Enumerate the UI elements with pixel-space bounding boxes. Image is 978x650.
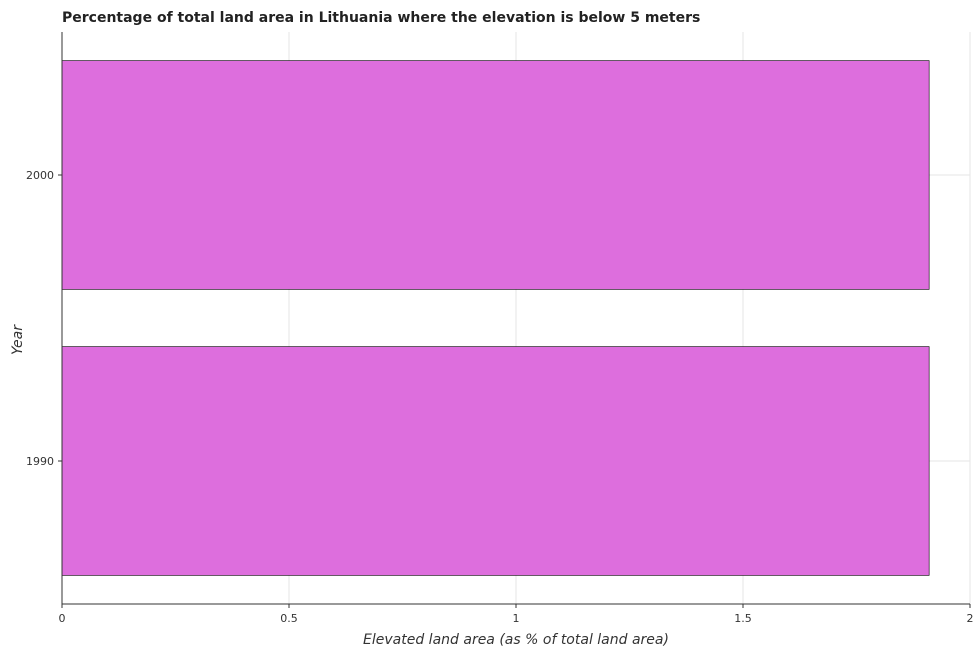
y-tick-label: 1990 <box>26 455 54 468</box>
y-tick-label: 2000 <box>26 169 54 182</box>
bars <box>61 60 930 576</box>
x-tick-label: 2 <box>967 612 974 625</box>
y-axis-label: Year <box>10 324 26 355</box>
axes <box>58 32 971 608</box>
x-tick-label: 1.5 <box>734 612 752 625</box>
x-tick-labels: 0 0.5 1 1.5 2 <box>59 612 974 625</box>
bar-1990 <box>61 346 930 576</box>
x-tick-label: 0.5 <box>280 612 298 625</box>
bar-2000 <box>61 60 930 290</box>
x-axis-label: Elevated land area (as % of total land a… <box>363 632 669 648</box>
x-tick-label: 1 <box>513 612 520 625</box>
chart-title: Percentage of total land area in Lithuan… <box>62 10 701 26</box>
x-tick-label: 0 <box>59 612 66 625</box>
y-tick-labels: 1990 2000 <box>26 169 54 468</box>
